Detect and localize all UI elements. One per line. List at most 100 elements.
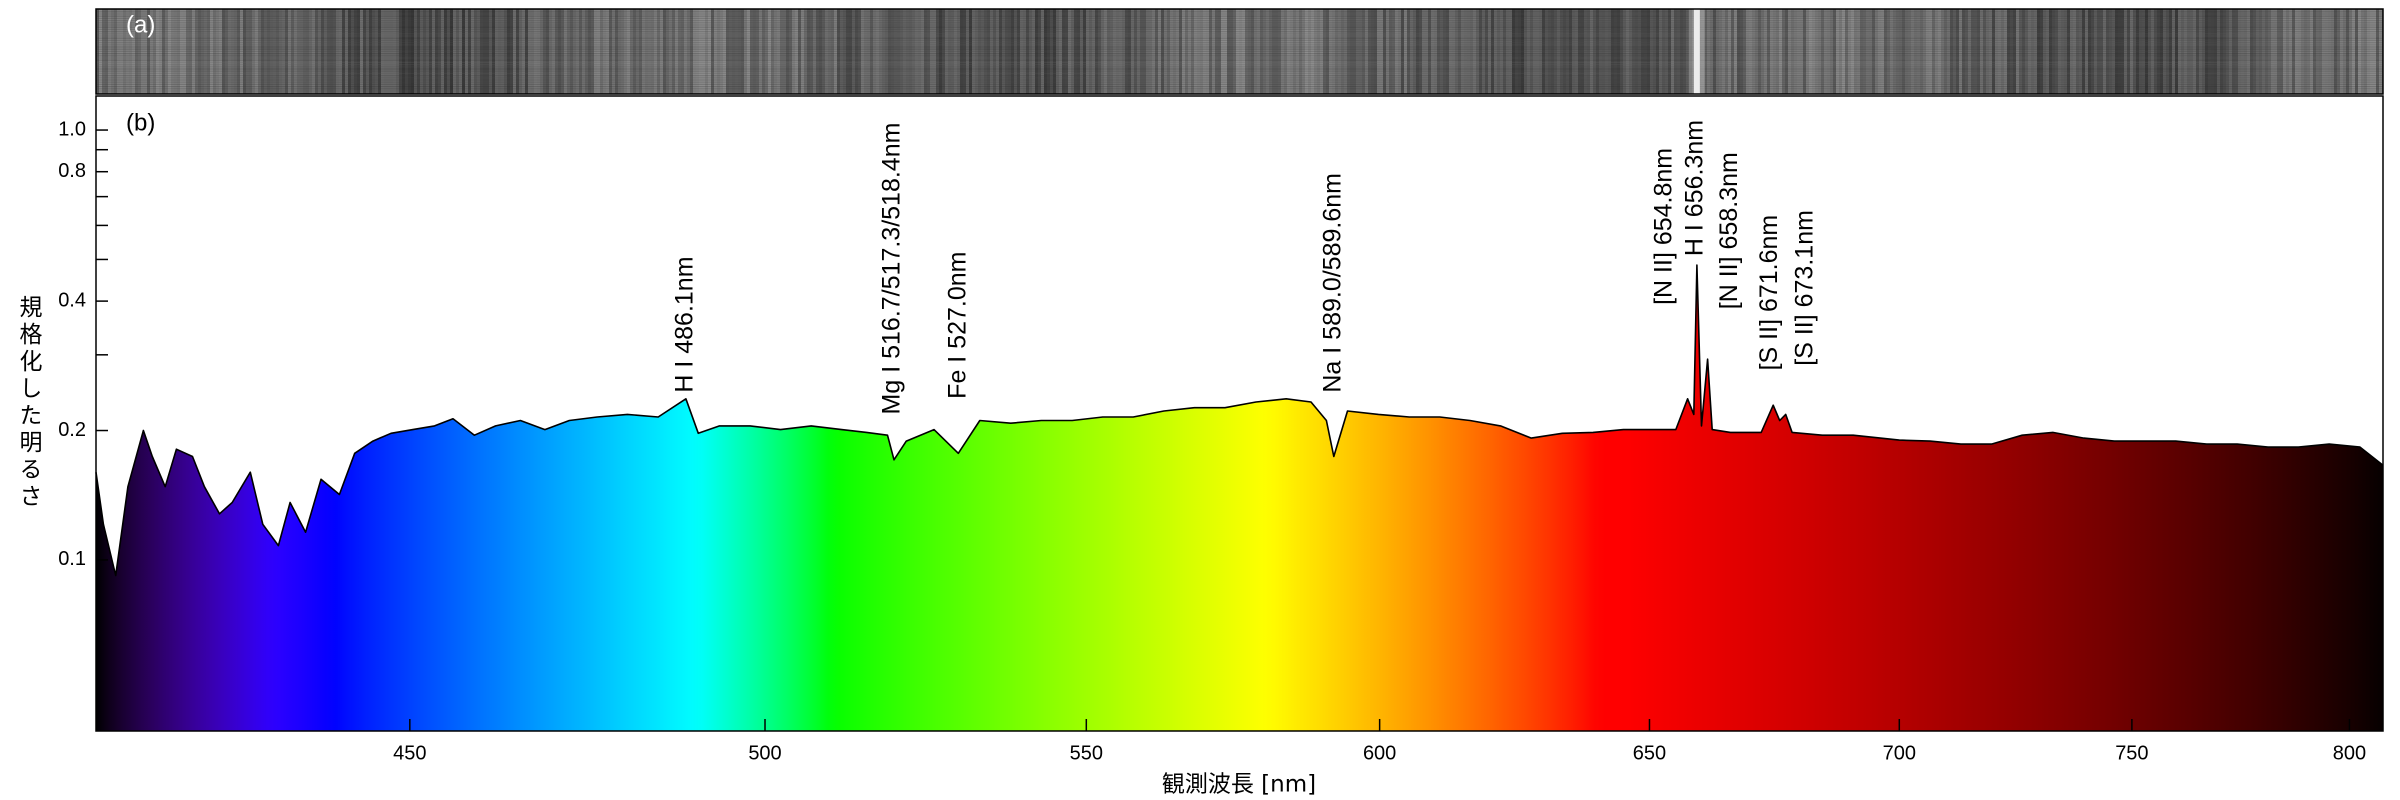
strip-column: [969, 9, 972, 94]
strip-column: [162, 9, 165, 94]
strip-column: [1914, 9, 1917, 94]
strip-column: [1704, 9, 1707, 94]
strip-column: [1827, 9, 1830, 94]
strip-column: [258, 9, 261, 94]
strip-column: [471, 9, 474, 94]
strip-column: [1650, 9, 1653, 94]
strip-column: [459, 9, 462, 94]
strip-column: [1470, 9, 1473, 94]
strip-column: [1953, 9, 1956, 94]
strip-column: [243, 9, 246, 94]
strip-noise: [96, 92, 2383, 94]
strip-column: [1170, 9, 1173, 94]
strip-column: [1494, 9, 1497, 94]
strip-column: [873, 9, 876, 94]
strip-column: [945, 9, 948, 94]
strip-column: [315, 9, 318, 94]
strip-column: [2106, 9, 2109, 94]
strip-column: [1434, 9, 1437, 94]
strip-column: [732, 9, 735, 94]
strip-column: [2070, 9, 2073, 94]
strip-column: [1521, 9, 1524, 94]
strip-column: [2220, 9, 2223, 94]
strip-column: [1809, 9, 1812, 94]
strip-column: [930, 9, 933, 94]
strip-column: [1320, 9, 1323, 94]
panel-label: (a): [126, 11, 155, 38]
strip-column: [1164, 9, 1167, 94]
strip-column: [480, 9, 483, 94]
strip-column: [957, 9, 960, 94]
strip-column: [2244, 9, 2247, 94]
strip-column: [246, 9, 249, 94]
strip-column: [984, 9, 987, 94]
strip-column: [1257, 9, 1260, 94]
strip-column: [813, 9, 816, 94]
strip-column: [1719, 9, 1722, 94]
strip-column: [1938, 9, 1941, 94]
strip-column: [306, 9, 309, 94]
strip-column: [2343, 9, 2346, 94]
strip-column: [1011, 9, 1014, 94]
strip-column: [1767, 9, 1770, 94]
strip-column: [1755, 9, 1758, 94]
strip-column: [2046, 9, 2049, 94]
strip-column: [783, 9, 786, 94]
strip-column: [2307, 9, 2310, 94]
strip-column: [1638, 9, 1641, 94]
strip-column: [1671, 9, 1674, 94]
strip-column: [759, 9, 762, 94]
strip-column: [1089, 9, 1092, 94]
strip-column: [294, 9, 297, 94]
strip-column: [2094, 9, 2097, 94]
strip-column: [477, 9, 480, 94]
strip-column: [2064, 9, 2067, 94]
spectrum-line: [95, 264, 2384, 577]
strip-column: [255, 9, 258, 94]
strip-column: [2160, 9, 2163, 94]
strip-column: [1920, 9, 1923, 94]
strip-column: [438, 9, 441, 94]
strip-column: [2127, 9, 2130, 94]
strip-noise: [96, 86, 2383, 88]
y-axis-label: 規格化した明るさ: [15, 295, 43, 511]
strip-column: [1464, 9, 1467, 94]
strip-column: [1449, 9, 1452, 94]
strip-column: [1866, 9, 1869, 94]
strip-column: [1092, 9, 1095, 94]
strip-column: [2268, 9, 2271, 94]
strip-column: [171, 9, 174, 94]
strip-column: [1422, 9, 1425, 94]
strip-column: [876, 9, 879, 94]
strip-column: [2181, 9, 2184, 94]
strip-noise: [96, 77, 2383, 79]
strip-column: [1269, 9, 1272, 94]
strip-column: [1557, 9, 1560, 94]
strip-column: [1569, 9, 1572, 94]
strip-column: [138, 9, 141, 94]
strip-column: [2256, 9, 2259, 94]
strip-column: [2202, 9, 2205, 94]
strip-column: [1311, 9, 1314, 94]
strip-column: [2241, 9, 2244, 94]
strip-column: [1065, 9, 1068, 94]
strip-column: [354, 9, 357, 94]
strip-column: [2076, 9, 2079, 94]
strip-column: [519, 9, 522, 94]
strip-column: [2109, 9, 2112, 94]
strip-column: [1026, 9, 1029, 94]
strip-column: [156, 9, 159, 94]
strip-column: [1077, 9, 1080, 94]
strip-noise: [96, 22, 2383, 24]
strip-column: [261, 9, 264, 94]
strip-noise: [96, 37, 2383, 39]
strip-column: [1329, 9, 1332, 94]
strip-column: [1725, 9, 1728, 94]
strip-column: [2283, 9, 2286, 94]
strip-column: [1455, 9, 1458, 94]
strip-column: [861, 9, 864, 94]
strip-column: [1050, 9, 1053, 94]
strip-column: [507, 9, 510, 94]
strip-column: [1968, 9, 1971, 94]
strip-column: [690, 9, 693, 94]
